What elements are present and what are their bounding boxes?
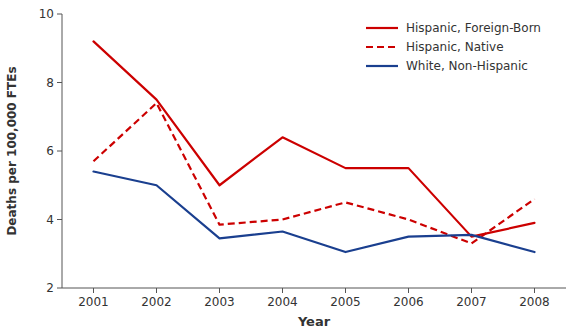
series-line <box>94 103 535 243</box>
y-tick-label: 4 <box>46 213 54 227</box>
series-line <box>94 41 535 236</box>
y-tick <box>57 151 62 152</box>
y-tick-label: 6 <box>46 144 54 158</box>
x-tick <box>345 288 346 293</box>
x-tick <box>408 288 409 293</box>
x-tick-label: 2006 <box>393 295 424 309</box>
y-tick <box>57 82 62 83</box>
axes: 2001 2002 2003 2004 2005 2006 2007 2008 2 4 6 8 10 <box>39 7 566 309</box>
legend-swatch <box>366 46 398 48</box>
x-tick-label: 2001 <box>78 295 109 309</box>
chart: 2001 2002 2003 2004 2005 2006 2007 2008 2 4 6 8 10 Ye… <box>0 0 580 334</box>
y-tick-label: 8 <box>46 76 54 90</box>
legend-swatch <box>366 27 398 29</box>
y-tick <box>57 14 62 15</box>
y-tick-label: 10 <box>39 7 54 21</box>
x-tick <box>471 288 472 293</box>
series-line <box>94 172 535 252</box>
x-tick <box>156 288 157 293</box>
y-tick <box>57 219 62 220</box>
x-tick-label: 2008 <box>519 295 550 309</box>
x-tick-label: 2004 <box>267 295 298 309</box>
y-tick <box>57 288 62 289</box>
x-tick <box>219 288 220 293</box>
x-tick-label: 2002 <box>141 295 172 309</box>
y-axis-label: Deaths per 100,000 FTEs <box>5 66 19 235</box>
legend-swatch <box>366 65 398 67</box>
legend-label: Hispanic, Foreign-Born <box>406 21 541 35</box>
legend-label: Hispanic, Native <box>406 40 504 54</box>
plot-area <box>94 41 535 252</box>
x-axis-line <box>62 288 566 289</box>
x-tick-label: 2003 <box>204 295 235 309</box>
page: {"chart_data": {"type": "line", "x_label… <box>0 0 580 334</box>
x-axis-label: Year <box>297 314 331 329</box>
legend-label: White, Non-Hispanic <box>406 59 528 73</box>
y-tick-label: 2 <box>46 281 54 295</box>
x-tick <box>282 288 283 293</box>
x-tick-label: 2007 <box>456 295 487 309</box>
x-tick <box>534 288 535 293</box>
x-tick <box>93 288 94 293</box>
legend: Hispanic, Foreign-Born Hispanic, Native Wh… <box>366 21 541 73</box>
x-tick-label: 2005 <box>330 295 361 309</box>
